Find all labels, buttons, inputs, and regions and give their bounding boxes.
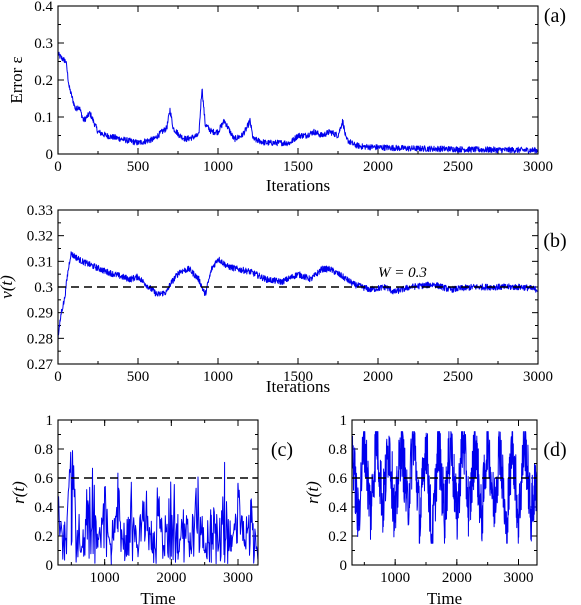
x-tick-label: 0 [54,159,62,175]
series-line [58,450,258,565]
panel-label: (c) [271,439,293,461]
series-line [58,251,538,341]
x-tick-label: 500 [127,159,150,175]
y-tick-label: 0 [340,558,348,574]
panel-a: 0 500 1000 1500 2000 2500 3000 0 0.1 0.2 0.3 0.4 Ite… [7,0,566,195]
y-tick-label: 0.27 [27,357,54,373]
panel-b: 0 500 1000 1500 2000 2500 3000 0.27 0.28 0.29 0.3 0… [0,203,567,396]
y-tick-label: 0.6 [328,471,347,487]
panel-label: (d) [543,439,566,461]
x-tick-label: 500 [127,369,150,385]
y-tick-label: 0.29 [27,306,53,322]
y-tick-label: 1 [340,413,348,429]
x-tick-label: 2500 [443,159,473,175]
x-tick-label: 2000 [363,159,393,175]
plot-frame [57,419,259,566]
x-axis-label: Time [140,589,175,605]
x-tick-label: 2000 [363,369,393,385]
y-axis-label: Error ε [7,56,26,103]
series-line [58,51,538,154]
y-axis-label: r(t) [303,481,322,504]
y-tick-label: 0 [46,558,54,574]
x-tick-label: 1000 [203,159,233,175]
y-tick-label: 0.8 [328,442,347,458]
x-axis-label: Iterations [266,176,330,195]
x-tick-label: 3000 [523,159,553,175]
y-tick-label: 0.3 [34,280,53,296]
x-tick-label: 0 [54,369,62,385]
y-tick-label: 0.3 [34,36,53,52]
y-tick-label: 0 [46,147,54,163]
y-tick-label: 0.32 [27,229,53,245]
series-line [352,431,537,544]
x-axis-label: Iterations [266,377,330,396]
x-tick-label: 2000 [156,570,186,586]
y-tick-label: 1 [46,413,54,429]
panel-label: (b) [543,230,566,252]
y-tick-label: 0.2 [34,529,53,545]
y-tick-label: 0.4 [34,0,53,15]
panel-label: (a) [544,5,566,27]
y-tick-label: 0.1 [34,110,53,126]
x-tick-label: 3000 [523,369,553,385]
plot-frame [57,5,539,155]
y-tick-label: 0.4 [328,500,347,516]
y-axis-label: r(t) [9,481,28,504]
y-tick-label: 0.4 [34,500,53,516]
y-axis-label: v(t) [0,275,16,299]
x-tick-label: 3000 [223,570,253,586]
y-tick-label: 0.6 [34,471,53,487]
x-axis-label: Time [427,589,462,605]
x-tick-label: 3000 [504,570,534,586]
y-tick-label: 0.28 [27,331,53,347]
x-tick-label: 2000 [442,570,472,586]
x-tick-label: 1000 [380,570,410,586]
panel-d: 1000 2000 3000 0 0.2 0.4 0.6 0.8 1 Time r(t) (d) [303,413,567,605]
plot-frame [57,209,539,365]
x-tick-label: 1500 [283,369,313,385]
y-tick-label: 0.2 [34,73,53,89]
y-tick-label: 0.8 [34,442,53,458]
x-tick-label: 1000 [203,369,233,385]
panel-c: 1000 2000 3000 0 0.2 0.4 0.6 0.8 1 Time r(t) (c) [9,413,293,605]
y-tick-label: 0.2 [328,529,347,545]
y-tick-label: 0.33 [27,203,53,219]
reference-line-label: W = 0.3 [378,265,427,281]
y-tick-label: 0.31 [27,254,53,270]
x-tick-label: 1000 [90,570,120,586]
x-tick-label: 1500 [283,159,313,175]
x-tick-label: 2500 [443,369,473,385]
plot-frame [351,419,538,566]
